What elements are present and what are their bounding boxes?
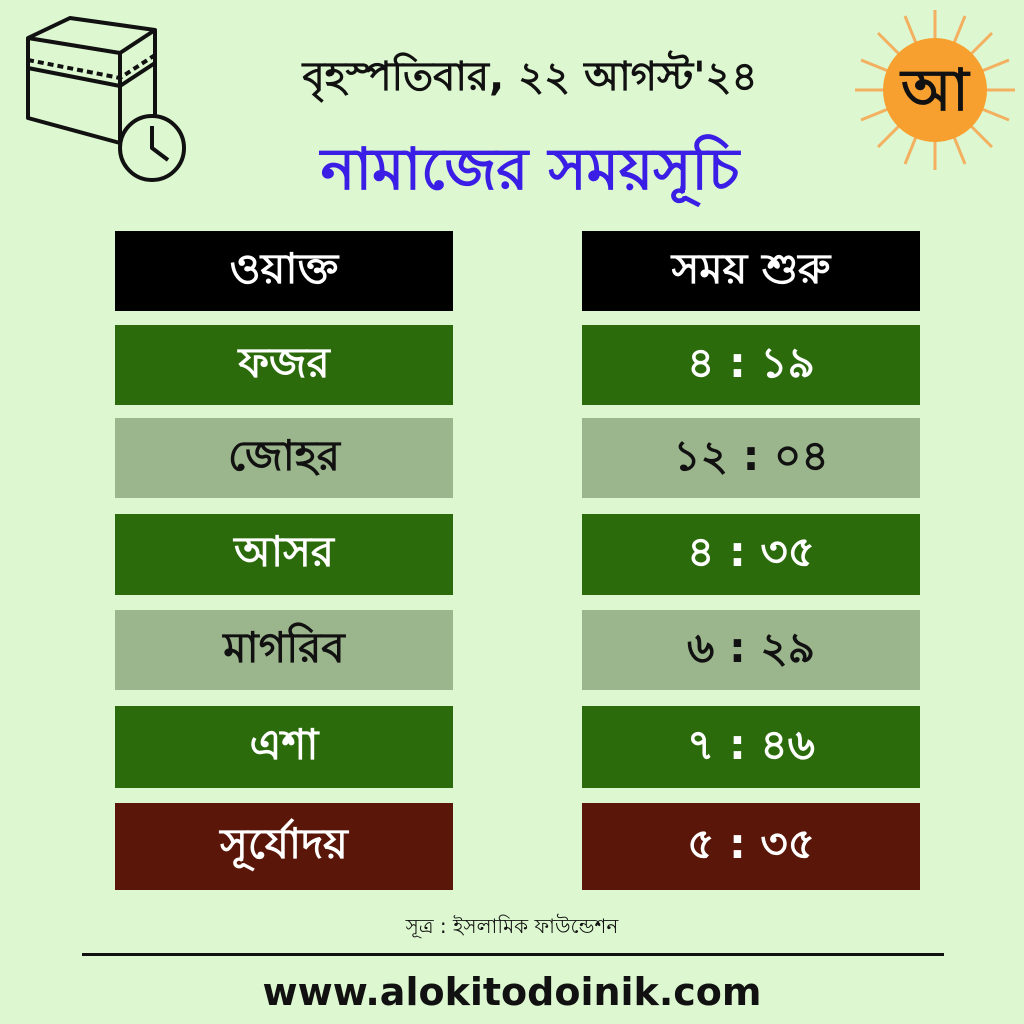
logo: আ	[855, 10, 1015, 170]
sunrise-label: সূর্যোদয়	[115, 803, 453, 890]
prayer-time-isha: ৭ : ৪৬	[582, 706, 920, 788]
prayer-time-maghrib: ৬ : ২৯	[582, 610, 920, 690]
source-note: সূত্র : ইসলামিক ফাউন্ডেশন	[405, 914, 619, 938]
header-prayer: ওয়াক্ত	[115, 231, 453, 311]
prayer-name-asr: আসর	[115, 514, 453, 595]
prayer-name-zuhr: জোহর	[115, 418, 453, 498]
logo-letter: আ	[899, 56, 971, 124]
prayer-time-zuhr: ১২ : ০৪	[582, 418, 920, 498]
prayer-name-fajr: ফজর	[115, 325, 453, 405]
prayer-name-maghrib: মাগরিব	[115, 610, 453, 690]
sunrise-time: ৫ : ৩৫	[582, 803, 920, 890]
prayer-time-asr: ৪ : ৩৫	[582, 514, 920, 595]
divider	[82, 953, 944, 956]
page-title: নামাজের সময়সূচি	[320, 135, 740, 203]
date-heading: বৃহস্পতিবার, ২২ আগস্ট'২৪	[302, 54, 758, 100]
prayer-time-fajr: ৪ : ১৯	[582, 325, 920, 405]
header-start-time: সময় শুরু	[582, 231, 920, 311]
prayer-name-isha: এশা	[115, 706, 453, 788]
website-url: www.alokitodoinik.com	[262, 970, 762, 1014]
kaaba-clock-icon	[26, 16, 186, 182]
